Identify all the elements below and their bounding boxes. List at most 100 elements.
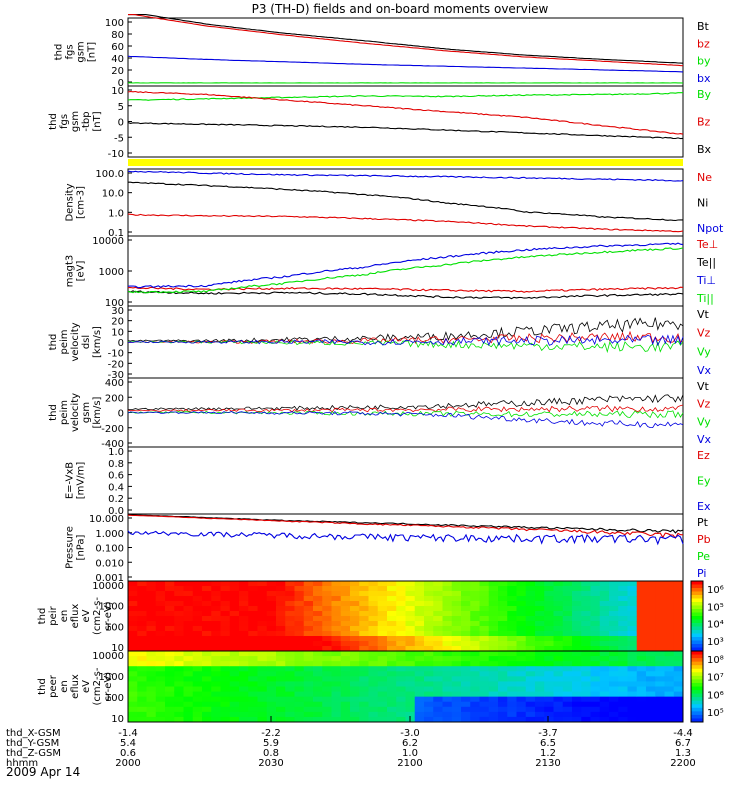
heat-cell xyxy=(480,676,490,682)
heat-cell xyxy=(193,641,203,647)
heat-cell xyxy=(322,692,332,698)
heat-cell xyxy=(332,631,342,637)
series-pressure-1 xyxy=(128,515,683,538)
heat-cell xyxy=(369,697,379,703)
heat-cell xyxy=(174,666,184,672)
heat-cell xyxy=(563,631,573,637)
heat-cell xyxy=(193,656,203,662)
heat-cell xyxy=(609,707,619,713)
heat-cell xyxy=(304,697,314,703)
heat-cell xyxy=(248,611,258,617)
heat-cell xyxy=(433,581,443,587)
heat-cell xyxy=(193,671,203,677)
heat-cell xyxy=(332,676,342,682)
ytick-peer_spec-3: 10 xyxy=(111,714,124,725)
heat-cell xyxy=(572,591,582,597)
heat-cell xyxy=(156,666,166,672)
heat-cell xyxy=(378,656,388,662)
heat-cell xyxy=(295,641,305,647)
heat-cell xyxy=(554,697,564,703)
ylabel-vel_gsm-1: peim xyxy=(59,400,70,425)
heat-cell xyxy=(239,681,249,687)
heat-cell xyxy=(637,676,647,682)
heat-cell xyxy=(433,681,443,687)
heat-cell xyxy=(563,626,573,632)
heat-cell xyxy=(350,712,360,718)
heat-cell xyxy=(221,681,231,687)
heat-cell xyxy=(396,676,406,682)
heat-cell xyxy=(211,621,221,627)
heat-cell xyxy=(387,626,397,632)
heat-cell xyxy=(184,581,194,587)
heat-cell xyxy=(609,641,619,647)
heat-cell xyxy=(655,611,665,617)
heat-cell xyxy=(581,591,591,597)
heat-cell xyxy=(184,596,194,602)
heat-cell xyxy=(369,671,379,677)
heat-cell xyxy=(406,616,416,622)
heat-cell xyxy=(156,651,166,657)
heat-cell xyxy=(452,697,462,703)
heat-cell xyxy=(387,671,397,677)
heat-cell xyxy=(591,581,601,587)
legend-fgs_gsm-1: bz xyxy=(697,37,710,50)
heat-cell xyxy=(433,692,443,698)
colorbar-tick-peer_spec-3: 10⁵ xyxy=(707,708,724,719)
heat-cell xyxy=(341,636,351,642)
heat-cell xyxy=(452,596,462,602)
heat-cell xyxy=(609,681,619,687)
heat-cell xyxy=(637,631,647,637)
heat-cell xyxy=(137,626,147,632)
heat-cell xyxy=(239,671,249,677)
heat-cell xyxy=(563,661,573,667)
heat-cell xyxy=(581,601,591,607)
heat-cell xyxy=(526,601,536,607)
heat-cell xyxy=(322,626,332,632)
heat-cell xyxy=(248,641,258,647)
heat-cell xyxy=(591,692,601,698)
heat-cell xyxy=(517,626,527,632)
heat-cell xyxy=(137,676,147,682)
heat-cell xyxy=(128,631,138,637)
heat-cell xyxy=(433,621,443,627)
heat-cell xyxy=(618,616,628,622)
heat-cell xyxy=(406,707,416,713)
heat-cell xyxy=(304,681,314,687)
heat-cell xyxy=(322,606,332,612)
heat-cell xyxy=(369,641,379,647)
legend-fgs_gsm-0: Bt xyxy=(697,20,710,33)
heat-cell xyxy=(424,631,434,637)
heat-cell xyxy=(295,606,305,612)
heat-cell xyxy=(507,671,517,677)
heat-cell xyxy=(628,697,638,703)
heat-cell xyxy=(128,656,138,662)
heat-cell xyxy=(498,626,508,632)
heat-cell xyxy=(544,712,554,718)
heat-cell xyxy=(230,687,240,693)
heat-cell xyxy=(609,631,619,637)
heat-cell xyxy=(489,621,499,627)
heat-cell xyxy=(489,631,499,637)
heat-cell xyxy=(452,666,462,672)
heat-cell xyxy=(480,651,490,657)
heat-cell xyxy=(655,702,665,708)
heat-cell xyxy=(470,671,480,677)
heat-cell xyxy=(554,581,564,587)
heat-cell xyxy=(443,626,453,632)
heat-cell xyxy=(406,591,416,597)
ytick-peir_spec-0: 10000 xyxy=(92,581,124,592)
heat-cell xyxy=(526,591,536,597)
heat-cell xyxy=(202,641,212,647)
heat-cell xyxy=(470,581,480,587)
heat-cell xyxy=(239,687,249,693)
heat-cell xyxy=(350,656,360,662)
heat-cell xyxy=(415,697,425,703)
series-fgs_gsm-1 xyxy=(128,15,683,66)
heat-cell xyxy=(378,692,388,698)
heat-cell xyxy=(267,581,277,587)
legend-efield-1: Ey xyxy=(697,475,711,488)
heat-cell xyxy=(322,581,332,587)
heat-cell xyxy=(554,661,564,667)
heat-cell xyxy=(267,611,277,617)
heat-cell xyxy=(415,611,425,617)
